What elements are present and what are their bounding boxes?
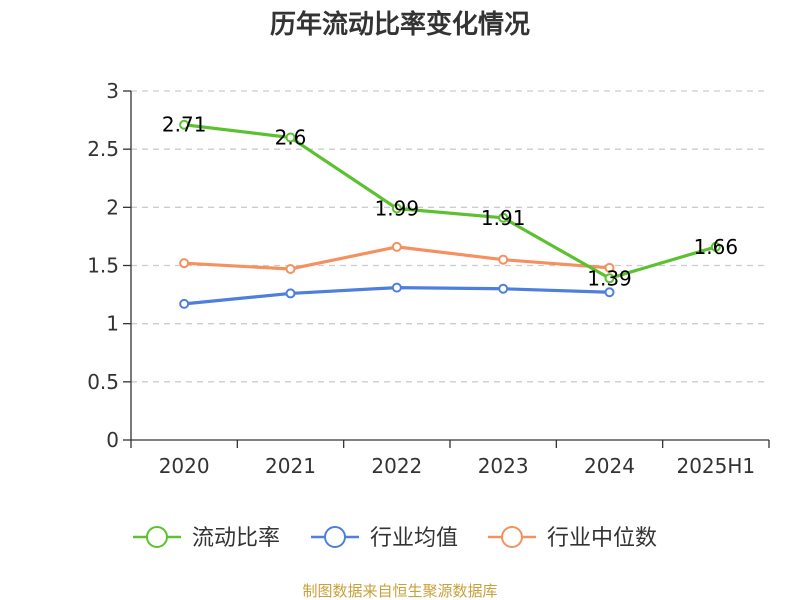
x-tick-label: 2020: [159, 454, 210, 478]
data-point[interactable]: [498, 283, 509, 294]
data-point[interactable]: [498, 212, 509, 223]
legend-label: 行业均值: [370, 526, 458, 551]
data-label: 1.91: [481, 206, 526, 230]
x-tick-label: 2021: [265, 454, 316, 478]
data-point[interactable]: [604, 262, 615, 273]
legend-item[interactable]: 流动比率: [133, 526, 280, 551]
legend-label: 行业中位数: [547, 526, 657, 551]
series-lines: [179, 119, 721, 309]
legend-item[interactable]: 行业中位数: [488, 526, 657, 551]
data-label: 1.39: [587, 266, 632, 290]
x-tick-label: 2022: [371, 454, 422, 478]
data-point[interactable]: [391, 241, 402, 252]
data-label: 1.99: [375, 196, 420, 220]
x-tick-label: 2024: [584, 454, 635, 478]
legend-marker: [501, 526, 523, 548]
y-tick-label: 1.5: [87, 254, 119, 278]
legend-item[interactable]: 行业均值: [311, 526, 458, 551]
y-tick-label: 2: [106, 195, 119, 219]
y-tick-label: 3: [106, 79, 119, 103]
axes: 0 0.5 1 1.5 2 2.5 3 2020 2021 2022 2023 2024 2025H1: [87, 79, 770, 478]
data-point[interactable]: [179, 119, 190, 130]
data-point[interactable]: [604, 273, 615, 284]
x-tick-label: 2023: [478, 454, 529, 478]
data-labels: 2.71 2.6 1.99 1.91 1.39 1.66: [162, 113, 738, 291]
data-point[interactable]: [391, 203, 402, 214]
data-label: 1.66: [694, 235, 739, 259]
source-note: 制图数据来自恒生聚源数据库: [302, 582, 497, 600]
legend[interactable]: 流动比率 行业均值 行业中位数: [133, 526, 657, 551]
legend-marker: [324, 526, 346, 548]
data-point[interactable]: [391, 282, 402, 293]
data-point[interactable]: [710, 241, 721, 252]
legend-label: 流动比率: [192, 526, 280, 551]
y-tick-label: 0.5: [87, 370, 119, 394]
data-point[interactable]: [285, 288, 296, 299]
data-point[interactable]: [604, 287, 615, 298]
y-tick-label: 2.5: [87, 137, 119, 161]
data-point[interactable]: [179, 258, 190, 269]
x-tick-label: 2025H1: [676, 454, 755, 478]
data-point[interactable]: [285, 132, 296, 143]
data-point[interactable]: [179, 298, 190, 309]
data-point[interactable]: [498, 254, 509, 265]
series-line: [183, 123, 717, 280]
data-point[interactable]: [285, 263, 296, 274]
data-label: 2.71: [162, 113, 207, 137]
grid-lines: [131, 90, 769, 383]
y-tick-label: 1: [106, 312, 119, 336]
y-tick-label: 0: [106, 428, 119, 452]
chart-title: 历年流动比率变化情况: [270, 9, 530, 40]
legend-marker: [146, 526, 168, 548]
data-label: 2.6: [275, 126, 307, 150]
